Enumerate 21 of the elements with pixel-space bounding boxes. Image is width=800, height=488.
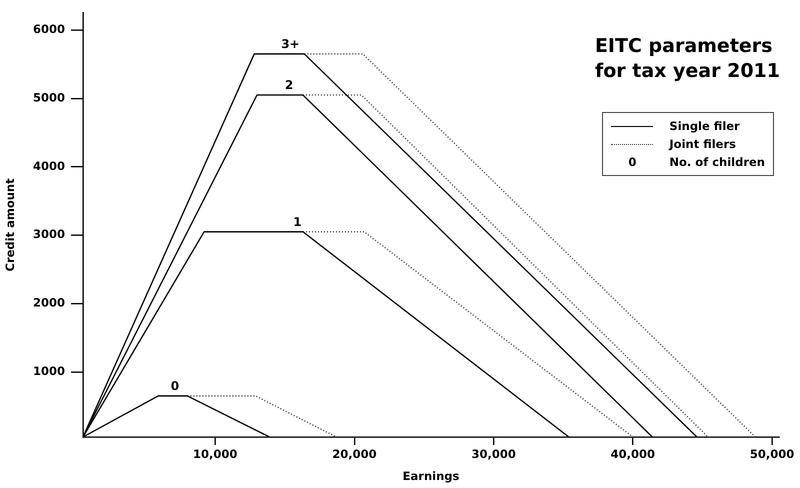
x-axis-title: Earnings	[402, 469, 460, 484]
annotation: 0	[170, 379, 180, 394]
y-tick-label: 2000	[32, 296, 65, 310]
y-tick-label: 6000	[32, 22, 65, 36]
legend-label: Joint filers	[669, 137, 736, 151]
x-tick-label: 10,000	[193, 446, 238, 461]
annotation: 1	[293, 214, 302, 229]
x-tick-label: 30,000	[471, 446, 516, 461]
x-tick-label: 40,000	[610, 446, 656, 461]
legend-label: Single filer	[669, 119, 740, 133]
y-tick-label: 3000	[32, 227, 65, 242]
annotation: 2	[284, 78, 294, 92]
y-axis-title: Credit amount	[2, 178, 17, 272]
text: EITC parameters for tax year 2011	[594, 34, 780, 84]
y-tick-label: 4000	[32, 158, 65, 173]
x-tick-label: 20,000	[332, 446, 377, 461]
text: 0 No. of children	[628, 155, 765, 169]
y-tick-label: 1000	[32, 364, 65, 378]
x-tick-label: 50,000	[750, 446, 794, 461]
y-tick-label: 5000	[32, 90, 65, 104]
annotation: 3+	[281, 37, 300, 52]
